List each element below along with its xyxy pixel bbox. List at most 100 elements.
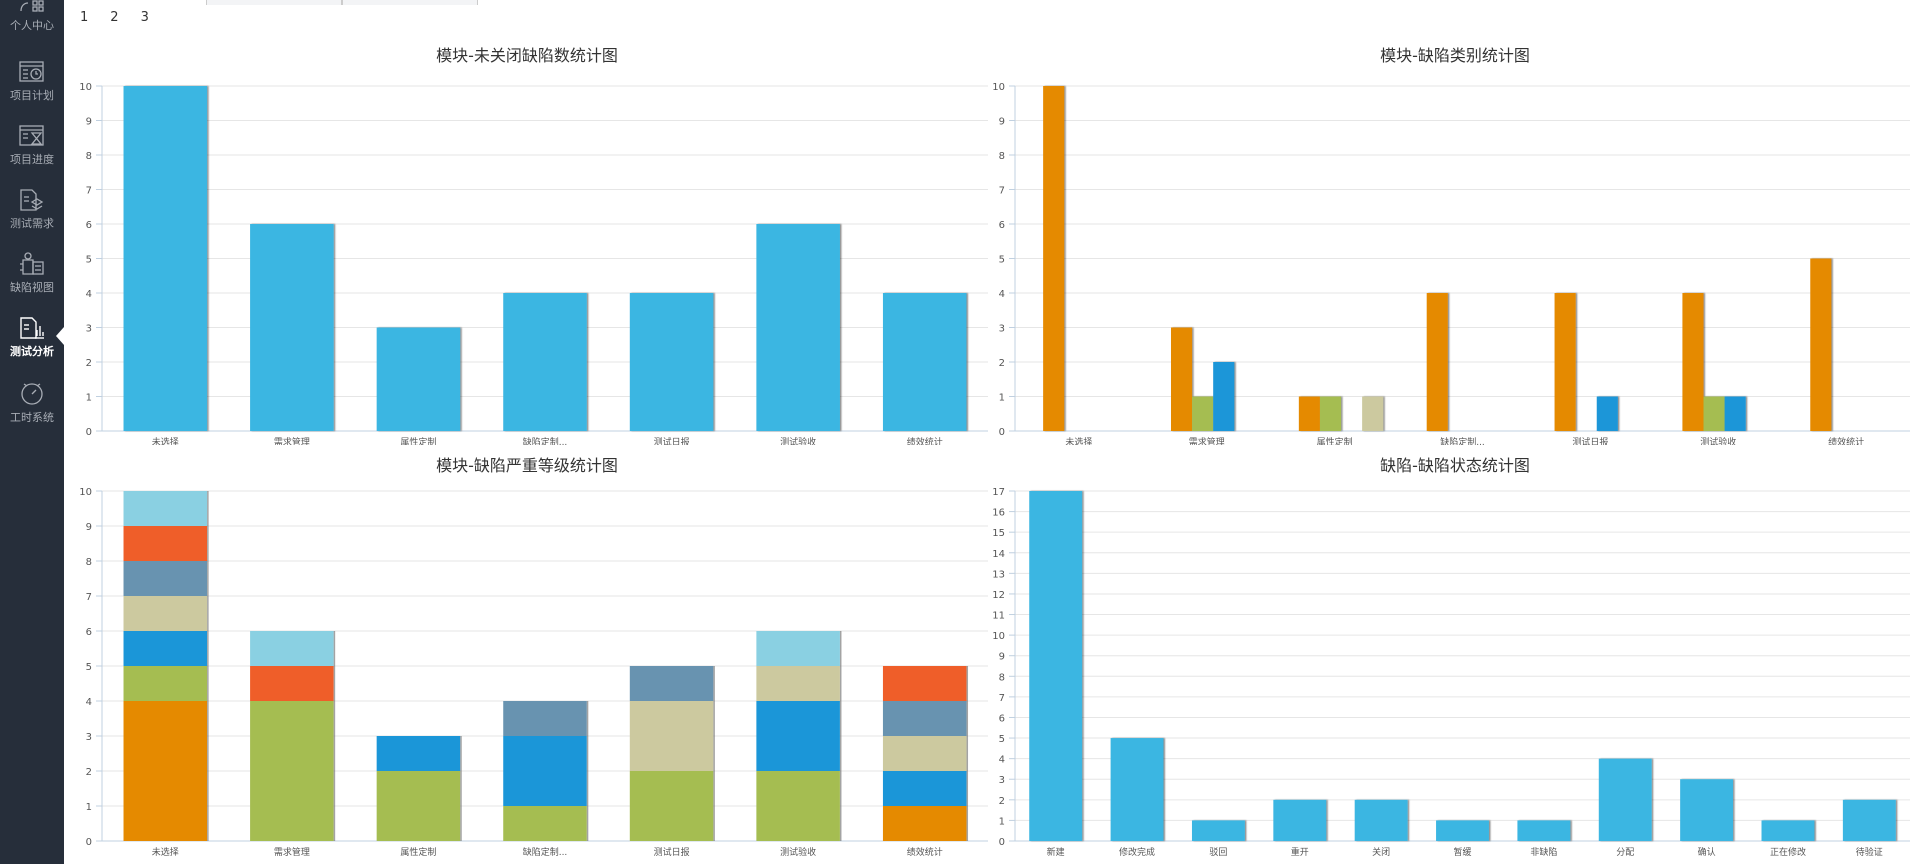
bar-segment <box>123 631 208 666</box>
bar-segment <box>376 736 461 771</box>
page-link[interactable]: 1 <box>80 10 89 25</box>
y-tick-label: 8 <box>999 151 1005 162</box>
x-tick-label: 需求管理 <box>1189 436 1225 445</box>
chart-module-open-defects: 模块-未关闭缺陷数统计图 0 1 2 3 4 5 6 7 8 9 10 未选择 需求管理 属性定制 缺陷定制… <box>64 30 990 445</box>
bar <box>1029 491 1083 841</box>
x-tick-label: 属性定制 <box>400 436 436 445</box>
y-tick-label: 0 <box>999 427 1005 438</box>
sidebar-item-label: 项目进度 <box>10 153 54 166</box>
sidebar-item-project-plan[interactable]: 项目计划 <box>0 60 64 124</box>
bar <box>1703 396 1725 431</box>
bar-segment <box>629 666 714 701</box>
x-tick-label: 测试日报 <box>654 436 690 445</box>
y-tick-label: 5 <box>86 255 92 266</box>
bar-segment <box>629 771 714 841</box>
x-tick-label: 修改完成 <box>1119 846 1155 858</box>
bar <box>1680 779 1734 841</box>
y-tick-label: 17 <box>992 487 1005 498</box>
sidebar-item-personal-center[interactable]: 个人中心 <box>0 0 64 52</box>
y-tick-label: 4 <box>999 289 1005 300</box>
y-tick-label: 5 <box>86 662 92 673</box>
y-tick-label: 8 <box>999 672 1005 683</box>
sidebar-item-project-progress[interactable]: 项目进度 <box>0 124 64 188</box>
bar <box>1682 293 1704 431</box>
y-tick-label: 6 <box>999 220 1005 231</box>
sidebar-item-label: 测试分析 <box>10 345 54 358</box>
page-link[interactable]: 3 <box>140 10 149 25</box>
y-tick-label: 9 <box>86 117 92 128</box>
bar <box>1298 396 1320 431</box>
bar-segment <box>882 771 967 806</box>
y-tick-label: 2 <box>999 796 1005 807</box>
y-tick-label: 0 <box>999 837 1005 848</box>
y-tick-label: 6 <box>999 713 1005 724</box>
x-tick-label: 正在修改 <box>1770 846 1806 858</box>
chart-title: 缺陷-缺陷状态统计图 <box>1380 456 1530 475</box>
y-tick-label: 10 <box>79 82 92 93</box>
document-layers-icon <box>20 189 44 211</box>
bar-segment <box>503 701 587 736</box>
y-tick-label: 7 <box>999 186 1005 197</box>
tab[interactable] <box>206 0 342 5</box>
tab[interactable] <box>342 0 478 5</box>
y-tick-label: 15 <box>992 528 1005 539</box>
bar-segment <box>503 806 587 841</box>
y-tick-label: 16 <box>992 508 1005 519</box>
bar-segment <box>123 526 208 561</box>
x-tick-label: 分配 <box>1616 847 1634 858</box>
x-tick-label: 新建 <box>1047 846 1065 858</box>
sidebar-item-defect-view[interactable]: 缺陷视图 <box>0 252 64 316</box>
y-tick-label: 3 <box>86 732 92 743</box>
y-tick-label: 9 <box>86 522 92 533</box>
chart-defect-status: 缺陷-缺陷状态统计图 0 1 2 3 4 5 6 7 8 9 10 11 12 13 14 15 16 17 新建修… <box>990 445 1920 864</box>
chart-plot: 0 1 2 3 4 5 6 7 8 9 10 未选择 需求管理 属性定制 缺陷定制... 测试日报 测试验收 绩效… <box>79 82 988 445</box>
page-link[interactable]: 2 <box>110 10 119 25</box>
bar <box>1810 258 1832 431</box>
y-tick-label: 1 <box>999 393 1005 404</box>
bar-segment <box>756 631 840 666</box>
y-tick-label: 4 <box>86 697 92 708</box>
chart-title: 模块-未关闭缺陷数统计图 <box>436 46 618 65</box>
bar-segment <box>756 701 840 771</box>
user-grid-icon <box>20 0 44 12</box>
x-tick-label: 测试日报 <box>654 846 690 858</box>
sidebar-item-test-analysis[interactable]: 测试分析 <box>0 316 64 380</box>
calendar-clock-icon <box>19 61 44 82</box>
y-tick-label: 1 <box>999 816 1005 827</box>
y-tick-label: 9 <box>999 117 1005 128</box>
bar-segment <box>882 736 967 771</box>
sidebar-item-label: 缺陷视图 <box>10 281 54 294</box>
x-tick-label: 未选择 <box>152 436 179 445</box>
sidebar-item-test-requirements[interactable]: 测试需求 <box>0 188 64 252</box>
x-tick-label: 驳回 <box>1209 847 1227 858</box>
x-tick-label: 待验证 <box>1856 846 1883 858</box>
y-tick-label: 5 <box>999 255 1005 266</box>
y-tick-label: 6 <box>86 627 92 638</box>
x-tick-label: 缺陷定制... <box>1440 436 1485 445</box>
y-tick-label: 2 <box>86 358 92 369</box>
sidebar: 个人中心 项目计划 项目进度 测试需求 缺陷视图 测试分析 工时系统 <box>0 0 64 864</box>
bar-segment <box>376 771 461 841</box>
bar <box>1426 293 1448 431</box>
sidebar-item-label: 工时系统 <box>10 411 54 424</box>
bar <box>1043 86 1065 431</box>
x-tick-label: 缺陷定制... <box>523 846 568 858</box>
y-tick-label: 2 <box>999 358 1005 369</box>
sidebar-item-timesheet[interactable]: 工时系统 <box>0 380 64 444</box>
bar-segment <box>882 701 967 736</box>
bar <box>1436 820 1489 841</box>
bar <box>1596 396 1618 431</box>
y-tick-label: 14 <box>992 549 1005 560</box>
bar <box>1319 396 1342 431</box>
bar-segment <box>629 701 714 771</box>
x-tick-label: 绩效统计 <box>907 846 943 858</box>
chart-title: 模块-缺陷严重等级统计图 <box>436 456 618 475</box>
chart-title: 模块-缺陷类别统计图 <box>1380 46 1530 65</box>
sidebar-item-label: 项目计划 <box>10 89 54 102</box>
y-tick-label: 13 <box>992 569 1005 580</box>
bar-segment <box>882 806 967 841</box>
y-tick-label: 7 <box>86 186 92 197</box>
y-tick-label: 10 <box>79 487 92 498</box>
bug-list-icon <box>20 252 44 275</box>
